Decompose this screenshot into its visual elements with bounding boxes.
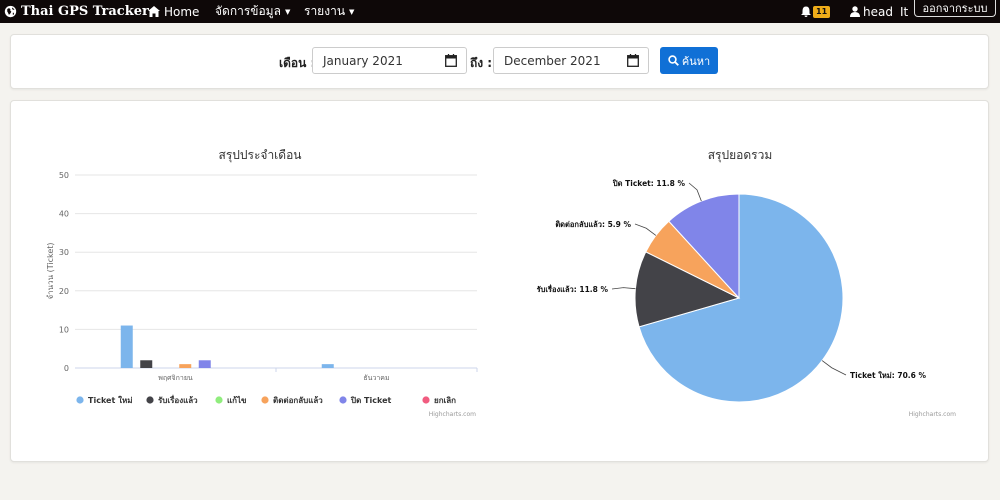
- bar-chart-bar[interactable]: [140, 360, 153, 368]
- user-extra: It: [899, 4, 909, 19]
- bar-chart-legend-item[interactable]: Ticket ใหม่: [76, 395, 133, 405]
- caret-down-icon: ▼: [349, 7, 355, 16]
- pie-data-label: รับเรื่องแล้ว: 11.8 %: [537, 283, 609, 294]
- logout-button[interactable]: ออกจากระบบ: [914, 0, 996, 17]
- legend-label: ติดต่อกลับแล้ว: [273, 395, 323, 405]
- bar-chart-bar[interactable]: [120, 325, 133, 368]
- nav-menu-data-label: จัดการข้อมูล: [215, 4, 281, 18]
- legend-label: Ticket ใหม่: [88, 395, 133, 405]
- bell-icon: [801, 6, 811, 17]
- pie-connector: [634, 223, 657, 236]
- from-month-value: January 2021: [323, 53, 403, 68]
- bar-chart-legend-item[interactable]: แก้ไข: [215, 395, 247, 405]
- pie-connector: [611, 287, 636, 290]
- bar-chart-title: สรุปประจำเดือน: [219, 148, 302, 163]
- nav-home-label: Home: [164, 4, 200, 19]
- search-button-label: ค้นหา: [681, 54, 711, 68]
- pie-connector: [688, 182, 702, 202]
- legend-marker: [215, 396, 223, 404]
- bar-chart-legend-item[interactable]: ปิด Ticket: [339, 396, 392, 405]
- pie-slice[interactable]: [638, 193, 844, 403]
- bar-chart-y-tick-label: 20: [59, 287, 69, 296]
- user-name: head: [863, 4, 893, 19]
- nav-menu-data[interactable]: จัดการข้อมูล ▼: [215, 0, 290, 23]
- globe-icon: [4, 5, 17, 18]
- search-button[interactable]: ค้นหา: [660, 47, 718, 74]
- top-navbar: Thai GPS Tracker Home จัดการข้อมูล ▼ ราย…: [0, 0, 1000, 23]
- to-month-label: ถึง :: [470, 56, 493, 70]
- pie-slice[interactable]: [634, 251, 741, 328]
- user-menu[interactable]: head It: [850, 0, 908, 23]
- calendar-icon[interactable]: [445, 54, 457, 67]
- pie-data-label: Ticket ใหม่: 70.6 %: [850, 371, 926, 380]
- bar-chart-y-tick-label: 10: [59, 325, 69, 334]
- legend-label: รับเรื่องแล้ว: [158, 394, 198, 405]
- brand-name: Thai GPS Tracker: [21, 4, 149, 19]
- user-icon: [850, 6, 860, 17]
- notification-badge: 11: [813, 5, 831, 18]
- bar-chart-y-tick-label: 50: [59, 171, 69, 180]
- legend-label: แก้ไข: [227, 395, 247, 405]
- bar-chart-bar[interactable]: [321, 364, 334, 368]
- brand[interactable]: Thai GPS Tracker: [4, 0, 149, 23]
- pie-slice[interactable]: [668, 193, 740, 300]
- pie-connector: [821, 360, 847, 376]
- bar-chart-legend-item[interactable]: ติดต่อกลับแล้ว: [261, 395, 323, 405]
- pie-chart-title: สรุปยอดรวม: [708, 148, 773, 163]
- legend-marker: [422, 396, 430, 404]
- pie-data-label: ปิด Ticket: 11.8 %: [612, 179, 686, 188]
- bar-chart-y-tick-label: 40: [59, 210, 69, 219]
- search-icon: [668, 55, 679, 66]
- from-month-label: เดือน :: [279, 56, 316, 70]
- bar-chart-legend-item[interactable]: ยกเลิก: [422, 396, 456, 405]
- bar-chart-y-tick-label: 30: [59, 248, 69, 257]
- notification-button[interactable]: 11: [801, 0, 831, 23]
- bar-chart-x-tick-label: พฤศจิกายน: [158, 374, 193, 382]
- to-month-value: December 2021: [504, 53, 601, 68]
- nav-home[interactable]: Home: [148, 0, 199, 23]
- legend-marker: [76, 396, 84, 404]
- legend-marker: [339, 396, 347, 404]
- pie-data-label: ติดต่อกลับแล้ว: 5.9 %: [555, 220, 631, 229]
- to-month-input[interactable]: December 2021: [493, 47, 649, 74]
- bar-chart-y-tick-label: 0: [64, 364, 69, 373]
- legend-marker: [146, 396, 154, 404]
- bar-chart-bar[interactable]: [198, 360, 211, 368]
- legend-label: ปิด Ticket: [350, 396, 391, 405]
- home-icon: [148, 6, 160, 17]
- bar-chart-x-tick-label: ธันวาคม: [363, 374, 389, 382]
- bar-chart-legend-item[interactable]: รับเรื่องแล้ว: [146, 394, 198, 405]
- calendar-icon[interactable]: [627, 54, 639, 67]
- bar-chart-bar[interactable]: [179, 364, 192, 368]
- nav-menu-report[interactable]: รายงาน ▼: [304, 0, 354, 23]
- legend-marker: [261, 396, 269, 404]
- pie-chart-credits[interactable]: Highcharts.com: [909, 411, 956, 418]
- from-month-input[interactable]: January 2021: [312, 47, 467, 74]
- caret-down-icon: ▼: [284, 7, 291, 16]
- nav-menu-report-label: รายงาน: [304, 4, 346, 18]
- bar-chart-credits[interactable]: Highcharts.com: [429, 411, 476, 418]
- bar-chart-y-axis-label: จำนวน (Ticket): [46, 242, 55, 299]
- legend-label: ยกเลิก: [434, 396, 456, 405]
